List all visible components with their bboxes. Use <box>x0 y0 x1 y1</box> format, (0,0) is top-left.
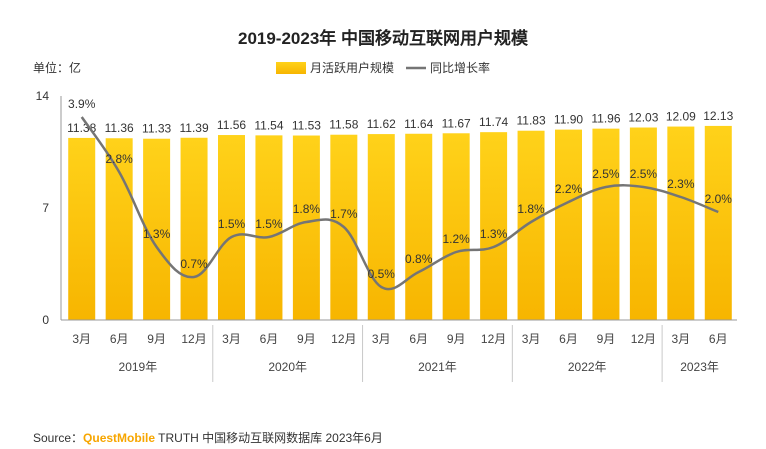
bar-value-label: 11.58 <box>329 118 358 132</box>
y-tick-label: 0 <box>42 313 49 327</box>
growth-rate-label: 2.2% <box>555 182 583 196</box>
bar-value-label: 11.62 <box>367 117 396 131</box>
x-axis: 3月 6月 9月 12月 3月 6月 9月 12月 3月 6月 9月 12月 3月 6月 9月 12月 3月 6月… <box>61 319 737 382</box>
bar-value-label: 11.64 <box>404 117 433 131</box>
bar-value-label: 11.53 <box>292 119 321 133</box>
growth-rate-label: 1.3% <box>143 227 171 241</box>
y-tick-label: 14 <box>36 89 50 103</box>
growth-rate-label: 2.3% <box>667 177 695 191</box>
year-group-label: 2022年 <box>568 360 607 374</box>
unit-label: 单位：亿 <box>33 60 81 75</box>
growth-rate-label: 1.8% <box>293 202 321 216</box>
growth-rate-label: 1.2% <box>442 232 470 246</box>
x-tick-label: 9月 <box>147 332 166 346</box>
growth-rate-label: 0.7% <box>180 257 208 271</box>
source-note: Source：QuestMobile TRUTH 中国移动互联网数据库 2023… <box>33 429 383 446</box>
legend: 月活跃用户规模 同比增长率 <box>276 60 490 75</box>
bar <box>592 128 620 320</box>
bar <box>68 137 96 320</box>
growth-rate-label: 0.8% <box>405 252 433 266</box>
bar-value-label: 11.74 <box>479 115 508 129</box>
chart-title: 2019-2023年 中国移动互联网用户规模 <box>238 28 529 48</box>
source-brand: QuestMobile <box>83 431 156 445</box>
bar-value-label: 11.96 <box>591 112 620 126</box>
bar <box>218 135 245 320</box>
x-tick-label: 6月 <box>409 332 428 346</box>
bar-value-label: 11.67 <box>442 116 471 130</box>
growth-rate-label: 1.8% <box>517 202 545 216</box>
bar-value-label: 12.13 <box>703 109 733 123</box>
growth-rate-label: 3.9% <box>68 97 96 111</box>
bar <box>367 134 395 320</box>
x-tick-label: 9月 <box>447 332 466 346</box>
growth-line-series <box>80 116 719 291</box>
x-tick-label: 3月 <box>222 332 241 346</box>
bar <box>480 132 508 320</box>
legend-line-label: 同比增长率 <box>430 60 490 75</box>
year-group-label: 2019年 <box>119 360 158 374</box>
growth-rate-labels: 3.9% 2.8% 1.3% 0.7% 1.5% 1.5% 1.8% 1.7% 0.5% 0.8%… <box>68 97 732 281</box>
x-tick-label: 6月 <box>110 332 129 346</box>
y-tick-label: 7 <box>42 201 49 215</box>
year-group-label: 2020年 <box>268 360 307 374</box>
x-tick-label: 3月 <box>671 332 690 346</box>
x-tick-label: 6月 <box>709 332 728 346</box>
bar <box>442 133 470 320</box>
bar-value-label: 12.09 <box>666 110 696 124</box>
bar-series <box>68 125 732 321</box>
bar-value-labels: 11.38 11.36 11.33 11.39 11.56 11.54 11.53 11.58… <box>67 109 733 136</box>
x-tick-label: 3月 <box>372 332 391 346</box>
growth-rate-label: 1.5% <box>255 217 283 231</box>
x-tick-label: 6月 <box>260 332 279 346</box>
bar-value-label: 11.83 <box>516 114 545 128</box>
bar-value-label: 11.33 <box>142 122 171 136</box>
year-group-label: 2021年 <box>418 360 457 374</box>
growth-line <box>80 116 719 291</box>
x-tick-label: 9月 <box>297 332 316 346</box>
source-suffix: TRUTH 中国移动互联网数据库 2023年6月 <box>155 431 383 445</box>
x-tick-label: 12月 <box>481 332 506 346</box>
x-tick-label: 3月 <box>522 332 541 346</box>
bar-value-label: 11.39 <box>179 121 208 135</box>
bar <box>555 129 582 320</box>
bar-value-label: 11.38 <box>67 121 96 135</box>
source-prefix: Source： <box>33 431 84 445</box>
x-tick-label: 12月 <box>631 332 656 346</box>
bar <box>704 125 732 320</box>
growth-rate-label: 2.5% <box>630 167 658 181</box>
bar <box>180 137 208 320</box>
x-tick-label: 12月 <box>181 332 206 346</box>
bar <box>405 133 433 320</box>
growth-rate-label: 2.5% <box>592 167 620 181</box>
bar-value-label: 11.36 <box>105 121 134 135</box>
bar <box>292 135 320 320</box>
growth-rate-label: 2.8% <box>105 152 133 166</box>
bar <box>105 138 133 320</box>
growth-rate-label: 0.5% <box>368 267 396 281</box>
bar <box>629 127 657 321</box>
x-tick-label: 3月 <box>72 332 91 346</box>
growth-rate-label: 1.7% <box>330 207 358 221</box>
bar <box>255 135 283 320</box>
x-tick-label: 9月 <box>597 332 616 346</box>
y-axis: 0 7 14 <box>36 89 62 327</box>
x-tick-label: 6月 <box>559 332 578 346</box>
bar <box>517 130 545 320</box>
growth-rate-label: 1.3% <box>480 227 508 241</box>
growth-rate-label: 2.0% <box>705 192 733 206</box>
bar-value-label: 11.90 <box>554 113 583 127</box>
bar-value-label: 11.54 <box>254 118 283 132</box>
year-group-label: 2023年 <box>680 360 719 374</box>
bar <box>667 126 695 320</box>
legend-bar-swatch <box>276 62 306 74</box>
x-tick-label: 12月 <box>331 332 356 346</box>
bar-value-label: 12.03 <box>628 111 658 125</box>
legend-bar-label: 月活跃用户规模 <box>310 60 394 75</box>
bar-value-label: 11.56 <box>217 118 246 132</box>
growth-rate-label: 1.5% <box>218 217 246 231</box>
